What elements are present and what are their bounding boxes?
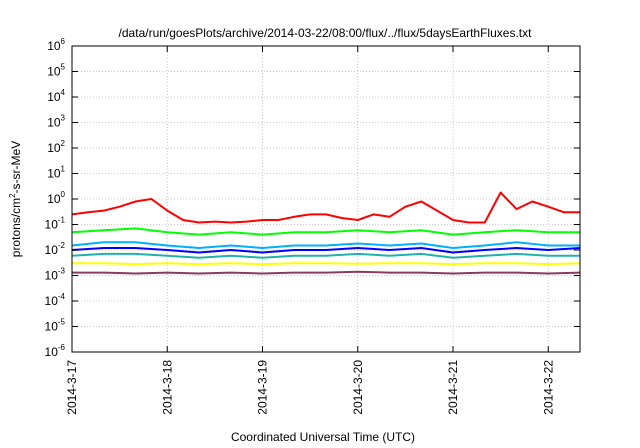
y-tick-label-exp: 3	[61, 114, 66, 123]
y-tick-label-exp: 0	[61, 190, 66, 199]
y-tick-label-base: 10	[47, 116, 61, 130]
y-tick-label: 106	[47, 37, 65, 53]
y-tick-label: 10-6	[45, 343, 66, 359]
series-line-5	[71, 252, 580, 259]
y-tick-label-base: 10	[47, 167, 61, 181]
y-axis-label-pre: protons/cm	[9, 198, 23, 257]
series-line-7	[72, 270, 581, 275]
y-tick-label: 10-2	[45, 241, 66, 257]
y-tick-label-exp: 5	[61, 63, 66, 72]
x-tick-label: 2014-3-17	[65, 360, 79, 415]
y-tick-label: 104	[47, 88, 65, 104]
series-line-4	[71, 247, 581, 254]
y-axis-label-post: -s-sr-MeV	[9, 141, 23, 194]
y-tick-label: 10-3	[45, 267, 66, 283]
y-tick-label: 105	[47, 63, 65, 79]
y-tick-label-base: 10	[45, 320, 59, 334]
series-line-3	[71, 241, 580, 249]
chart-title: /data/run/goesPlots/archive/2014-03-22/0…	[119, 26, 533, 40]
x-tick-label: 2014-3-21	[446, 360, 460, 415]
y-tick-label: 100	[47, 190, 65, 206]
y-tick-label: 102	[47, 139, 65, 155]
y-tick-label-exp: 6	[61, 37, 66, 46]
x-tick-label: 2014-3-20	[351, 360, 365, 415]
y-tick-label-base: 10	[47, 65, 61, 79]
series-line-2	[71, 227, 580, 236]
y-tick-label: 101	[47, 165, 65, 181]
y-tick-label-base: 10	[47, 90, 61, 104]
y-tick-label: 10-5	[45, 318, 66, 334]
y-tick-label-exp: 1	[61, 165, 66, 174]
series-line-6	[72, 262, 581, 266]
y-tick-label-base: 10	[45, 269, 59, 283]
y-tick-label-exp: 4	[61, 88, 66, 97]
y-tick-label-exp: -6	[58, 343, 66, 352]
y-tick-label-base: 10	[47, 192, 61, 206]
x-tick-label: 2014-3-18	[160, 360, 174, 415]
y-tick-label-base: 10	[47, 39, 61, 53]
y-tick-label: 103	[47, 114, 65, 130]
x-axis-ticks: 2014-3-17 2014-3-18 2014-3-19 2014-3-20 2014…	[65, 46, 555, 415]
x-tick-label: 2014-3-22	[541, 360, 555, 415]
y-tick-label-exp: -4	[58, 292, 66, 301]
y-tick-label-exp: 2	[61, 139, 66, 148]
x-tick-label: 2014-3-19	[256, 360, 270, 415]
y-tick-label: 10-4	[45, 292, 66, 308]
y-tick-label-base: 10	[45, 218, 59, 232]
y-tick-label-exp: -1	[58, 216, 66, 225]
y-tick-label-exp: -2	[58, 241, 66, 250]
series-line-1	[71, 191, 580, 224]
y-tick-label-exp: -3	[58, 267, 66, 276]
y-tick-label-base: 10	[45, 345, 59, 359]
y-axis-label: protons/cm2-s-sr-MeV	[8, 141, 23, 257]
series-group	[71, 191, 581, 275]
y-tick-label-base: 10	[47, 141, 61, 155]
y-tick-label-exp: -5	[58, 318, 66, 327]
y-tick-label: 10-1	[45, 216, 66, 232]
y-axis-label-sup: 2	[8, 193, 17, 198]
x-axis-label: Coordinated Universal Time (UTC)	[231, 430, 415, 444]
y-tick-label-base: 10	[45, 243, 59, 257]
y-tick-label-base: 10	[45, 294, 59, 308]
y-axis-ticks: 10-610-510-410-310-210-11001011021031041…	[45, 37, 580, 359]
